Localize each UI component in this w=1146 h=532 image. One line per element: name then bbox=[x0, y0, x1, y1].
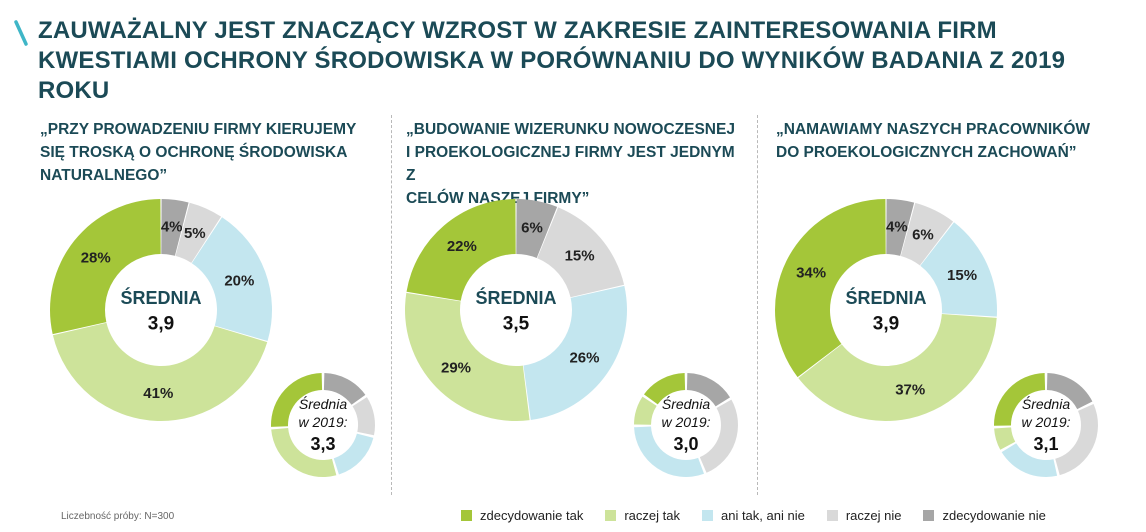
main-slice-ani-tak-ani-nie bbox=[920, 222, 997, 317]
small-slice-zdecydowanie-tak bbox=[271, 373, 323, 427]
legend-label: raczej tak bbox=[624, 508, 680, 523]
average-label: ŚREDNIA bbox=[475, 287, 556, 308]
slice-data-label: 5% bbox=[184, 225, 206, 242]
average-2019-label: w 2019: bbox=[661, 414, 710, 430]
main-slice-zdecydowanie-tak bbox=[406, 199, 516, 301]
legend-item: zdecydowanie tak bbox=[461, 508, 583, 523]
small-slice-zdecydowanie-tak bbox=[643, 373, 686, 405]
panel-2-title: „BUDOWANIE WIZERUNKU NOWOCZESNEJ I PROEK… bbox=[406, 121, 735, 207]
main-slice-raczej-tak bbox=[52, 322, 268, 422]
legend-swatch bbox=[461, 510, 472, 521]
main-slice-ani-tak-ani-nie bbox=[191, 217, 272, 342]
donut-2019-1: Średnia w 2019: 3,3 bbox=[271, 373, 376, 478]
main-slice-ani-tak-ani-nie bbox=[523, 285, 627, 421]
slice-data-label: 20% bbox=[224, 273, 254, 290]
average-2019-label: Średnia bbox=[662, 395, 710, 412]
average-2019-label: Średnia bbox=[1022, 395, 1070, 412]
small-slice-zdecydowanie-nie bbox=[323, 373, 366, 405]
small-slice-raczej-tak bbox=[994, 427, 1016, 450]
legend-item: raczej nie bbox=[826, 508, 902, 523]
legend-label: zdecydowanie tak bbox=[480, 508, 584, 523]
average-value: 3,5 bbox=[503, 314, 530, 335]
legend-swatch bbox=[826, 510, 838, 521]
panel-1-title: „PRZY PROWADZENIU FIRMY KIERUJEMY SIĘ TR… bbox=[40, 121, 357, 184]
slice-data-label: 28% bbox=[81, 249, 111, 266]
donut-chart-3: 4% 6% 15% 37% 34% ŚREDNIA 3,9 Średnia w 2019: 3,1 bbox=[775, 199, 1098, 477]
slice-data-label: 6% bbox=[521, 220, 543, 237]
slice-data-label: 29% bbox=[441, 360, 471, 377]
page-title: ZAUWAŻALNY JEST ZNACZĄCY WZROST W ZAKRES… bbox=[38, 17, 1066, 104]
slice-data-label: 37% bbox=[895, 381, 925, 398]
donut-chart-1: 4% 5% 20% 41% 28% ŚREDNIA 3,9 Średnia w 2019: 3,3 bbox=[49, 199, 376, 478]
donut-2019-2: Średnia w 2019: 3,0 bbox=[634, 373, 738, 478]
average-label: ŚREDNIA bbox=[845, 287, 926, 308]
main-slice-raczej-tak bbox=[405, 292, 530, 421]
small-slice-raczej-nie bbox=[1055, 403, 1098, 476]
legend-label: zdecydowanie nie bbox=[942, 508, 1046, 523]
slice-data-label: 15% bbox=[565, 247, 595, 264]
average-2019-label: Średnia bbox=[299, 395, 347, 412]
small-slice-zdecydowanie-tak bbox=[994, 373, 1046, 426]
average-value: 3,9 bbox=[873, 314, 899, 335]
average-2019-label: w 2019: bbox=[1021, 414, 1070, 430]
main-slice-raczej-nie bbox=[175, 202, 222, 263]
slice-data-label: 22% bbox=[447, 238, 477, 255]
legend-label: ani tak, ani nie bbox=[720, 508, 805, 523]
main-slice-zdecydowanie-tak bbox=[775, 199, 886, 378]
main-slice-raczej-nie bbox=[900, 202, 954, 266]
legend-swatch bbox=[605, 510, 617, 521]
average-label: ŚREDNIA bbox=[120, 287, 201, 308]
main-slice-raczej-tak bbox=[798, 313, 997, 421]
slice-data-label: 4% bbox=[161, 219, 183, 236]
panel-divider-2 bbox=[757, 115, 758, 495]
small-slice-zdecydowanie-nie bbox=[686, 373, 731, 407]
slice-data-label: 15% bbox=[947, 267, 977, 284]
legend-swatch bbox=[923, 510, 935, 521]
legend-item: raczej tak bbox=[605, 508, 680, 523]
small-slice-raczej-nie bbox=[352, 397, 376, 436]
slice-data-label: 4% bbox=[886, 219, 908, 236]
slice-data-label: 26% bbox=[569, 349, 599, 366]
main-slice-zdecydowanie-nie bbox=[161, 199, 189, 256]
legend-item: ani tak, ani nie bbox=[701, 508, 805, 523]
panel-3-title: „NAMAWIAMY NASZYCH PRACOWNIKÓW DO PROEKO… bbox=[776, 121, 1091, 161]
small-slice-zdecydowanie-nie bbox=[1046, 373, 1093, 410]
legend-label: raczej nie bbox=[845, 508, 902, 523]
small-slice-raczej-tak bbox=[271, 428, 337, 478]
donut-chart-2: 6% 15% 26% 29% 22% ŚREDNIA 3,5 Średnia w 2019: 3,… bbox=[405, 199, 738, 478]
average-2019-value: 3,3 bbox=[310, 434, 335, 454]
main-slice-raczej-nie bbox=[537, 207, 625, 298]
small-slice-raczej-tak bbox=[634, 396, 657, 425]
average-2019-value: 3,0 bbox=[673, 434, 698, 454]
main-slice-zdecydowanie-tak bbox=[49, 199, 161, 335]
main-slice-zdecydowanie-nie bbox=[516, 199, 558, 258]
average-2019-value: 3,1 bbox=[1033, 434, 1058, 454]
panel-divider-1 bbox=[391, 115, 392, 495]
title-accent-slash-icon bbox=[14, 20, 28, 46]
slice-data-label: 41% bbox=[143, 385, 173, 402]
slice-data-label: 34% bbox=[796, 265, 826, 282]
legend-swatch bbox=[701, 510, 713, 521]
main-slice-zdecydowanie-nie bbox=[886, 199, 915, 256]
average-value: 3,9 bbox=[148, 314, 174, 335]
sample-size-note: Liczebność próby: N=300 bbox=[61, 511, 175, 522]
small-slice-ani-tak-ani-nie bbox=[634, 426, 705, 478]
donut-2019-3: Średnia w 2019: 3,1 bbox=[994, 373, 1098, 477]
chart-legend: zdecydowanie tak raczej tak ani tak, ani… bbox=[461, 508, 1068, 523]
small-slice-raczej-nie bbox=[699, 399, 738, 473]
small-slice-ani-tak-ani-nie bbox=[1001, 443, 1058, 477]
slice-data-label: 6% bbox=[912, 227, 934, 244]
average-2019-label: w 2019: bbox=[298, 414, 347, 430]
legend-item: zdecydowanie nie bbox=[923, 508, 1046, 523]
small-slice-ani-tak-ani-nie bbox=[333, 433, 374, 475]
